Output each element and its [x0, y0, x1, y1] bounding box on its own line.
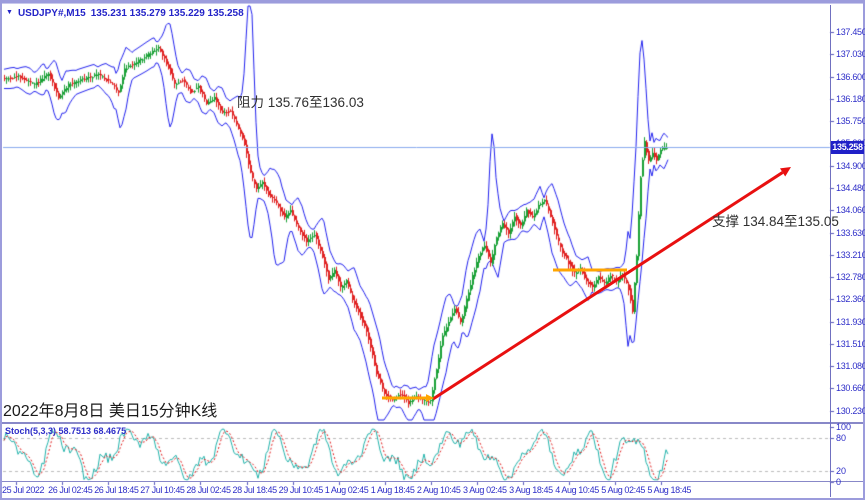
ohlc-values-label: 135.231 135.279 135.229 135.258	[90, 7, 244, 19]
indicator-panel-separator[interactable]	[2, 422, 863, 424]
symbol-menu-icon[interactable]: ▼	[6, 9, 13, 16]
price-axis-label: 136.180	[836, 93, 865, 104]
chart-title-bar: ▼ USDJPY#,M15 135.231 135.279 135.229 13…	[6, 7, 244, 19]
red-trendline-arrow[interactable]	[432, 167, 791, 401]
time-axis-label: 3 Aug 02:45	[463, 485, 507, 495]
price-axis-label: 133.630	[836, 227, 865, 238]
stoch-scale-label: 0	[836, 477, 842, 487]
time-axis-label: 5 Aug 02:45	[601, 485, 645, 495]
price-axis-label: 136.600	[836, 71, 865, 82]
price-axis-separator	[830, 5, 831, 497]
price-axis-label: 131.080	[836, 361, 865, 372]
price-axis-label: 135.750	[836, 116, 865, 127]
resistance-annotation: 阻力 135.76至136.03	[237, 95, 364, 110]
price-axis-label: 130.660	[836, 383, 865, 394]
support-annotation: 支撑 134.84至135.05	[712, 214, 839, 229]
time-axis-label: 1 Aug 02:45	[324, 485, 369, 495]
price-axis-label: 132.360	[836, 294, 865, 305]
price-axis-label: 133.210	[836, 249, 865, 260]
time-axis-label: 5 Aug 18:45	[647, 485, 692, 495]
price-axis-label: 137.450	[836, 27, 865, 37]
stoch-scale-label: 20	[836, 466, 847, 476]
time-axis-label: 27 Jul 10:45	[140, 485, 185, 495]
time-axis-label: 4 Aug 10:45	[555, 485, 599, 495]
time-axis-label: 28 Jul 02:45	[186, 485, 231, 495]
price-axis-label: 134.060	[836, 204, 865, 215]
current-price-badge: 135.258	[831, 140, 864, 154]
time-axis-label: 3 Aug 18:45	[509, 485, 553, 495]
stoch-scale-label: 80	[836, 433, 847, 443]
price-axis-label: 134.900	[836, 160, 865, 171]
window-border-left	[0, 0, 2, 500]
window-border-right	[863, 0, 865, 500]
time-axis-label: 25 Jul 2022	[2, 485, 45, 495]
price-axis-label: 131.930	[836, 316, 865, 327]
time-axis-label: 26 Jul 02:45	[48, 485, 93, 495]
time-axis-separator	[2, 481, 863, 482]
price-axis-label: 132.780	[836, 272, 865, 283]
stochastic-indicator-label: Stoch(5,3,3) 58.7513 68.4675	[5, 426, 127, 436]
price-axis-label: 137.030	[836, 49, 865, 60]
window-border-bottom	[0, 498, 865, 500]
window-border-top	[0, 0, 865, 4]
time-axis-label: 26 Jul 18:45	[94, 485, 139, 495]
time-axis-label: 1 Aug 18:45	[370, 485, 415, 495]
symbol-timeframe-label: USDJPY#,M15	[17, 7, 86, 19]
time-axis-label: 2 Aug 10:45	[416, 485, 461, 495]
stoch-scale-label: 100	[836, 422, 852, 432]
time-axis-label: 29 Jul 10:45	[278, 485, 324, 495]
orange-support-arrow[interactable]	[382, 394, 434, 402]
chart-caption: 2022年8月8日 美日15分钟K线	[3, 403, 218, 420]
price-axis-label: 130.230	[836, 406, 865, 417]
time-axis-label: 28 Jul 18:45	[232, 485, 278, 495]
price-axis-label: 134.480	[836, 182, 865, 193]
price-axis-label: 131.510	[836, 338, 865, 349]
